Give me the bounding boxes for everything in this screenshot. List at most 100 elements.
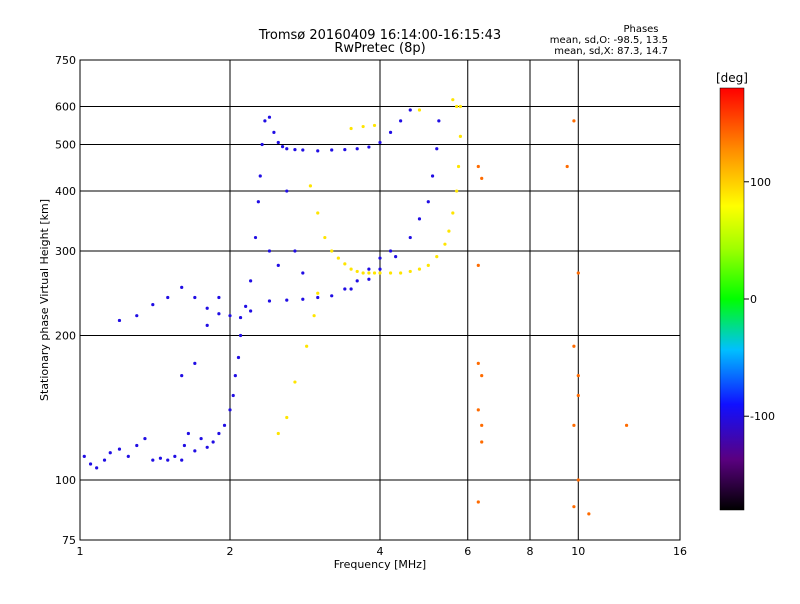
data-point bbox=[316, 291, 320, 295]
data-point bbox=[285, 298, 289, 302]
data-point bbox=[378, 267, 382, 271]
data-point bbox=[572, 119, 576, 123]
data-point bbox=[480, 440, 484, 444]
data-point bbox=[193, 295, 197, 300]
data-point bbox=[231, 393, 235, 398]
data-point bbox=[305, 344, 309, 348]
data-point bbox=[276, 140, 280, 145]
data-point bbox=[238, 333, 243, 338]
data-point bbox=[480, 423, 484, 427]
data-point bbox=[258, 174, 262, 178]
y-tick-label: 500 bbox=[55, 139, 76, 152]
chart-grid bbox=[80, 60, 680, 540]
phase-stats-title: Phases bbox=[623, 24, 658, 35]
data-point bbox=[260, 142, 264, 147]
data-point bbox=[378, 256, 382, 260]
data-point bbox=[435, 255, 439, 259]
y-tick-label: 400 bbox=[55, 185, 76, 198]
data-point bbox=[312, 314, 316, 318]
y-tick-label: 75 bbox=[62, 534, 76, 547]
data-point bbox=[330, 249, 334, 253]
data-point bbox=[343, 287, 347, 291]
x-tick-label: 6 bbox=[464, 545, 471, 558]
data-point bbox=[316, 149, 320, 153]
data-point bbox=[323, 235, 327, 240]
data-point bbox=[199, 436, 203, 441]
data-point bbox=[349, 126, 353, 131]
data-point bbox=[173, 454, 177, 459]
data-point bbox=[458, 134, 463, 138]
data-point bbox=[367, 267, 371, 271]
data-point bbox=[102, 458, 107, 462]
data-point bbox=[480, 176, 484, 181]
data-point bbox=[82, 454, 86, 459]
data-point bbox=[301, 297, 305, 301]
data-point bbox=[182, 443, 186, 448]
data-point bbox=[238, 315, 243, 320]
y-axis-label: Stationary phase Virtual Height [km] bbox=[38, 199, 51, 401]
data-point bbox=[151, 458, 155, 462]
x-tick-label: 8 bbox=[527, 545, 534, 558]
data-point bbox=[267, 249, 272, 253]
data-point bbox=[126, 454, 130, 459]
plot-frame bbox=[79, 59, 681, 541]
data-point bbox=[455, 104, 459, 109]
data-point bbox=[367, 277, 371, 281]
data-point bbox=[316, 295, 320, 300]
data-point bbox=[211, 440, 215, 444]
data-point bbox=[451, 98, 455, 102]
phase-stats-o: mean, sd,O: -98.5, 13.5 bbox=[550, 35, 668, 46]
data-point bbox=[451, 211, 455, 215]
y-axis-ticks: 75 100 200 300 400 500 600 750 bbox=[55, 54, 76, 547]
data-point bbox=[476, 408, 480, 412]
data-point bbox=[88, 462, 93, 466]
data-point bbox=[435, 147, 439, 151]
x-tick-label: 2 bbox=[227, 545, 234, 558]
data-point bbox=[263, 119, 267, 123]
data-point bbox=[361, 271, 365, 275]
data-point bbox=[426, 200, 430, 204]
data-point bbox=[367, 271, 371, 275]
data-point bbox=[217, 312, 221, 316]
data-point bbox=[330, 148, 334, 152]
colorbar-tick-label: 100 bbox=[750, 176, 771, 189]
data-point bbox=[372, 123, 377, 128]
data-point bbox=[388, 271, 393, 275]
data-point bbox=[95, 466, 99, 470]
data-point bbox=[228, 408, 232, 412]
data-point bbox=[158, 456, 163, 460]
data-point bbox=[572, 344, 576, 348]
data-point bbox=[367, 145, 371, 149]
data-point bbox=[447, 229, 451, 233]
data-point bbox=[316, 211, 320, 215]
data-point bbox=[236, 355, 241, 360]
data-point bbox=[430, 174, 435, 178]
data-point bbox=[443, 242, 447, 246]
data-point bbox=[455, 189, 459, 193]
data-point bbox=[349, 287, 353, 291]
data-point bbox=[378, 271, 382, 275]
data-point bbox=[343, 262, 347, 266]
data-point bbox=[572, 423, 576, 427]
data-point bbox=[108, 451, 112, 455]
data-point bbox=[408, 269, 412, 274]
data-point bbox=[205, 323, 209, 327]
x-axis-ticks: 1 2 4 6 8 10 16 bbox=[77, 545, 688, 558]
data-point bbox=[301, 271, 305, 275]
y-tick-label: 750 bbox=[55, 54, 76, 67]
data-point bbox=[272, 130, 276, 134]
data-point bbox=[117, 318, 122, 323]
y-tick-label: 200 bbox=[55, 330, 76, 343]
data-point bbox=[186, 431, 190, 436]
data-point bbox=[193, 449, 197, 453]
data-point bbox=[217, 295, 221, 300]
data-point bbox=[458, 104, 463, 109]
data-point bbox=[244, 304, 248, 309]
data-point bbox=[180, 458, 184, 462]
y-tick-label: 100 bbox=[55, 474, 76, 487]
data-point bbox=[249, 279, 253, 283]
x-tick-label: 10 bbox=[571, 545, 585, 558]
data-point bbox=[256, 200, 260, 204]
data-point bbox=[408, 108, 412, 112]
